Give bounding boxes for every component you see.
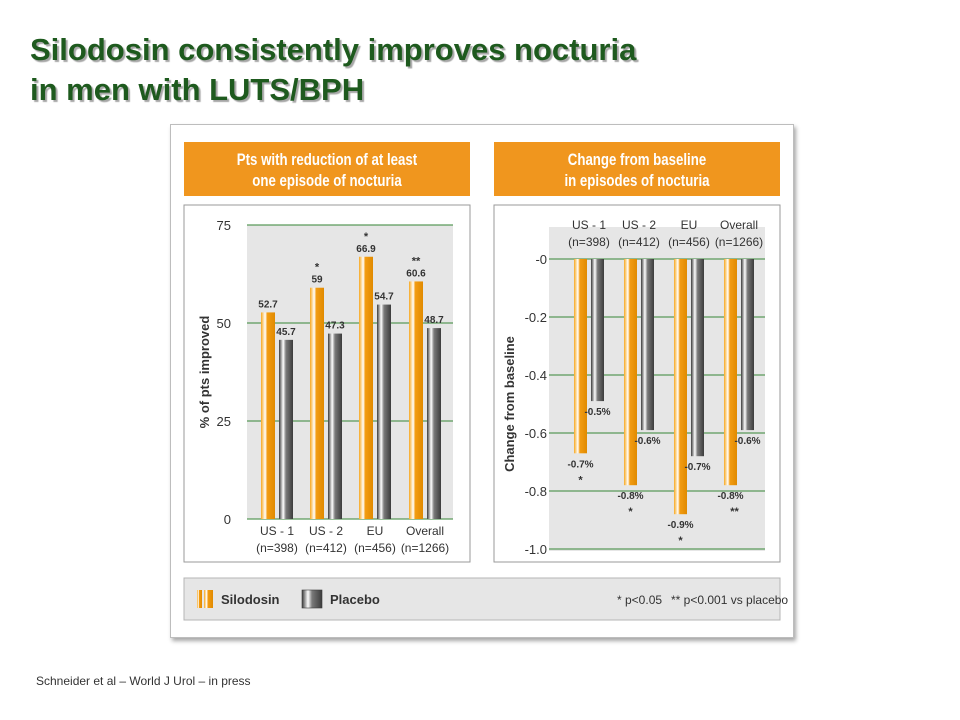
- c1-ytick-label: 25: [217, 414, 231, 429]
- c1-significance-marker: *: [364, 231, 369, 243]
- c2-category-label: Overall: [720, 218, 758, 232]
- c2-significance-marker: *: [678, 535, 683, 547]
- c2-bar-silodosin: [624, 259, 637, 486]
- c2-category-label: US - 1: [572, 218, 606, 232]
- c2-label-silodosin: -0.8%: [617, 491, 643, 502]
- c2-ytick-label: -1.0: [525, 542, 547, 557]
- legend-silodosin-label: Silodosin: [221, 592, 280, 607]
- c1-significance-marker: *: [315, 262, 320, 274]
- c1-category-n: (n=1266): [401, 541, 449, 555]
- legend-placebo-label: Placebo: [330, 592, 380, 607]
- slide-title: Silodosin consistently improves nocturia…: [30, 30, 930, 110]
- c1-bar-placebo: [377, 304, 391, 519]
- c1-category-label: EU: [367, 524, 384, 538]
- c2-label-placebo: -0.7%: [684, 462, 710, 473]
- c1-category-label: US - 2: [309, 524, 343, 538]
- legend-note-1: * p<0.05: [617, 593, 662, 607]
- right-header-line-2: in episodes of nocturia: [564, 172, 709, 191]
- c2-category-n: (n=456): [668, 235, 710, 249]
- charts-svg: Pts with reduction of at least one episo…: [183, 142, 788, 621]
- c1-label-placebo: 45.7: [276, 327, 296, 338]
- left-header-box: [184, 142, 470, 196]
- c2-category-n: (n=412): [618, 235, 660, 249]
- c2-category-label: US - 2: [622, 218, 656, 232]
- c1-significance-marker: **: [412, 255, 421, 267]
- c1-category-n: (n=412): [305, 541, 347, 555]
- c2-significance-marker: *: [578, 474, 583, 486]
- c2-bar-placebo: [691, 259, 704, 457]
- c2-ytick-label: -0.2: [525, 310, 547, 325]
- c2-category-n: (n=398): [568, 235, 610, 249]
- c1-bar-placebo: [279, 339, 293, 519]
- c1-category-label: US - 1: [260, 524, 294, 538]
- chart-1-group: 0 25 50 75 % of pts improved 52.7 45.7 US - 1 (n…: [197, 218, 453, 555]
- c2-label-silodosin: -0.8%: [717, 491, 743, 502]
- c1-bar-placebo: [328, 333, 342, 519]
- slide-title-line-2: in men with LUTS/BPH: [30, 72, 365, 107]
- c1-bar-placebo: [427, 328, 441, 519]
- c2-category-n: (n=1266): [715, 235, 763, 249]
- c2-label-silodosin: -0.7%: [567, 459, 593, 470]
- c1-ytick-label: 75: [217, 218, 231, 233]
- c2-label-silodosin: -0.9%: [667, 520, 693, 531]
- legend-silodosin-swatch-b: [204, 590, 213, 608]
- left-header-line-2: one episode of nocturia: [252, 172, 402, 191]
- c2-bar-silodosin: [574, 259, 587, 454]
- c2-bar-silodosin: [724, 259, 737, 486]
- c2-bar-placebo: [641, 259, 654, 431]
- c1-label-silodosin: 66.9: [356, 244, 376, 255]
- c1-bar-silodosin: [261, 312, 275, 519]
- figure-panel: Pts with reduction of at least one episo…: [170, 124, 794, 638]
- right-header-line-1: Change from baseline: [568, 151, 706, 170]
- c2-ytick-label: -0.6: [525, 426, 547, 441]
- c2-significance-marker: **: [730, 506, 739, 518]
- c1-y-axis-label: % of pts improved: [197, 316, 212, 429]
- c1-ytick-label: 50: [217, 316, 231, 331]
- c2-ytick-label: -0.8: [525, 484, 547, 499]
- c2-label-placebo: -0.6%: [634, 436, 660, 447]
- c1-category-n: (n=398): [256, 541, 298, 555]
- c2-label-placebo: -0.6%: [734, 436, 760, 447]
- c2-bar-placebo: [741, 259, 754, 431]
- c2-category-label: EU: [681, 218, 698, 232]
- right-header-box: [494, 142, 780, 196]
- citation-footer: Schneider et al – World J Urol – in pres…: [36, 674, 251, 688]
- c1-ytick-label: 0: [224, 512, 231, 527]
- legend-placebo-swatch: [301, 589, 323, 609]
- c2-label-placebo: -0.5%: [584, 407, 610, 418]
- c1-bar-silodosin: [310, 287, 324, 519]
- c1-label-placebo: 47.3: [325, 321, 345, 332]
- c2-y-axis-label: Change from baseline: [502, 336, 517, 472]
- chart-2-group: -0 -0.2 -0.4 -0.6 -0.8 -1.0 Change from baseli…: [502, 218, 765, 557]
- c2-bar-placebo: [591, 259, 604, 402]
- left-header-line-1: Pts with reduction of at least: [237, 151, 417, 170]
- c2-bar-silodosin: [674, 259, 687, 515]
- c1-label-silodosin: 52.7: [258, 299, 278, 310]
- c1-label-placebo: 48.7: [424, 315, 444, 326]
- c1-bar-silodosin: [359, 256, 373, 519]
- legend-note-2: ** p<0.001 vs placebo: [671, 593, 788, 607]
- c2-ytick-label: -0.4: [525, 368, 547, 383]
- c1-label-silodosin: 59: [311, 275, 323, 286]
- c1-label-placebo: 54.7: [374, 292, 394, 303]
- c1-label-silodosin: 60.6: [406, 268, 426, 279]
- c2-ytick-label: -0: [535, 252, 547, 267]
- legend-silodosin-swatch-a: [197, 590, 202, 608]
- c2-significance-marker: *: [628, 506, 633, 518]
- c1-category-label: Overall: [406, 524, 444, 538]
- legend-box: [183, 577, 781, 621]
- c1-category-n: (n=456): [354, 541, 396, 555]
- c1-bar-silodosin: [409, 281, 423, 519]
- slide-title-line-1: Silodosin consistently improves nocturia: [30, 32, 637, 67]
